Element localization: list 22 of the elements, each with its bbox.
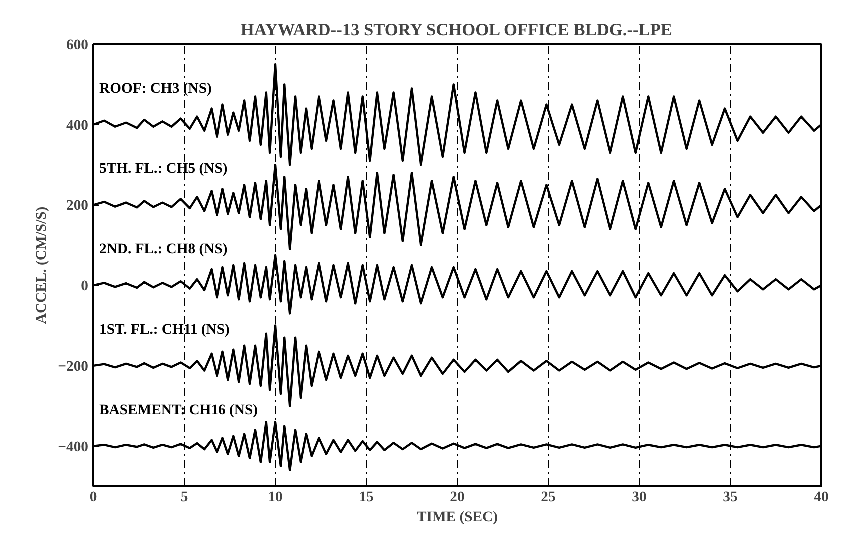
y-tick-label: 600 — [66, 38, 88, 54]
x-tick-label: 10 — [268, 490, 283, 506]
x-tick-label: 40 — [814, 490, 829, 506]
x-tick-label: 25 — [541, 490, 556, 506]
y-tick-label: 200 — [66, 198, 88, 214]
y-axis-title: ACCEL. (CM/S/S) — [34, 206, 50, 324]
series-label: BASEMENT: CH16 (NS) — [100, 402, 258, 418]
y-tick-label: −200 — [58, 358, 89, 375]
series-label: 5TH. FL.: CH5 (NS) — [100, 161, 228, 178]
series-label: ROOF: CH3 (NS) — [100, 80, 212, 97]
x-tick-label: 30 — [632, 490, 647, 506]
y-tick-label: −400 — [58, 439, 89, 456]
chart-title: HAYWARD--13 STORY SCHOOL OFFICE BLDG.--LPE — [240, 20, 672, 40]
y-tick-label: 0 — [81, 278, 88, 295]
x-tick-label: 35 — [723, 490, 738, 506]
x-tick-label: 5 — [180, 490, 188, 506]
y-tick-label: 400 — [66, 118, 88, 134]
series-label: 1ST. FL.: CH11 (NS) — [100, 322, 230, 338]
x-tick-label: 15 — [359, 490, 374, 506]
x-axis-title: TIME (SEC) — [416, 510, 498, 526]
series-label: 2ND. FL.: CH8 (NS) — [100, 242, 228, 258]
x-tick-label: 20 — [450, 490, 465, 506]
